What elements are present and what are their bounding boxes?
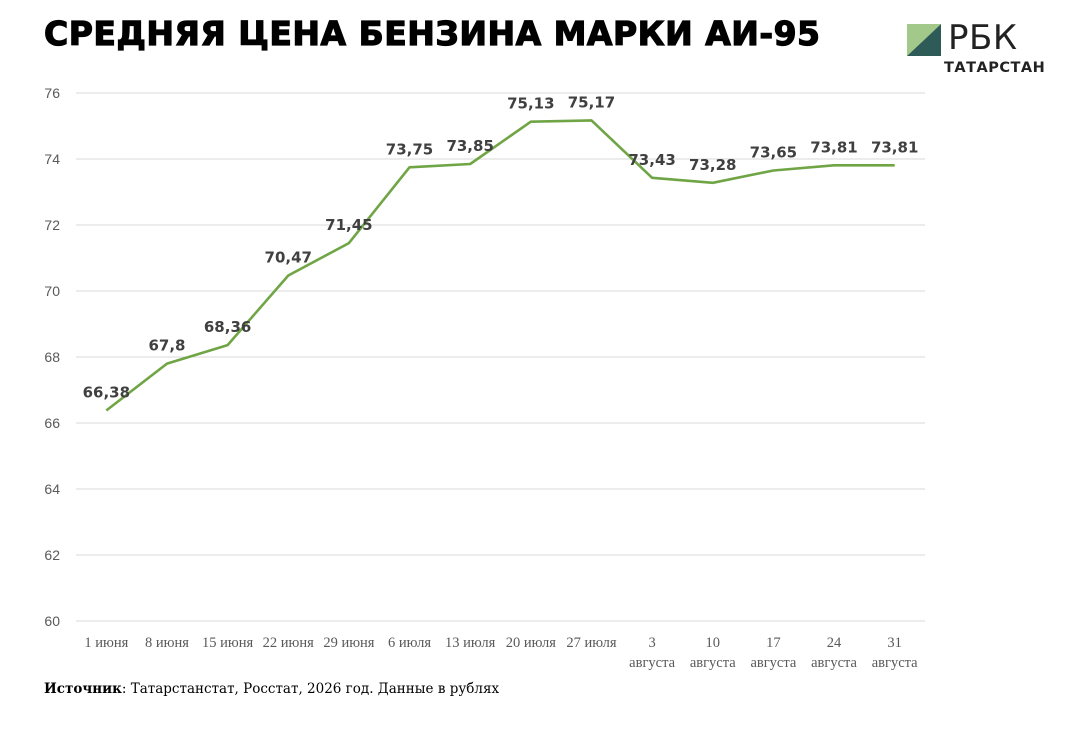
x-tick-label: 10 августа [690,635,736,671]
x-tick-label: 17 августа [750,635,796,671]
y-tick-label: 60 [44,613,60,629]
logo-brand: РБК [948,18,1018,58]
logo-region: ТАТАРСТАН [944,60,1046,76]
data-label: 68,36 [204,318,251,336]
x-tick-label: 22 июня [263,635,314,651]
data-labels: 66,38 67,8 68,36 70,47 71,45 73,75 73,85 75,13 7… [83,93,919,401]
data-label: 73,81 [810,138,857,156]
source-note: Источник: Татарстанстат, Росстат, 2026 г… [44,681,499,697]
x-tick-label: 3 августа [629,635,675,671]
x-axis-ticks: 1 июня 8 июня 15 июня 22 июня 29 июня 6 июля 1… [84,635,918,671]
y-tick-label: 70 [44,283,60,299]
x-tick-label: 29 июня [323,635,374,651]
y-tick-label: 74 [44,151,60,167]
x-tick-label: 13 июля [445,635,496,651]
rbk-logo-icon [907,24,941,56]
x-tick-label: 1 июня [84,635,128,651]
source-text: : Татарстанстат, Росстат, 2026 год. Данн… [121,681,500,697]
y-tick-label: 68 [44,349,60,365]
data-label: 73,28 [689,156,736,174]
data-label: 73,85 [446,137,493,155]
x-tick-label: 31 августа [872,635,918,671]
y-tick-label: 64 [44,481,60,497]
data-label: 75,13 [507,95,554,113]
x-tick-label: 27 июля [566,635,617,651]
data-label: 71,45 [325,216,372,234]
data-label: 73,43 [628,151,675,169]
x-tick-label: 24 августа [811,635,857,671]
x-tick-label: 20 июля [506,635,557,651]
y-tick-label: 66 [44,415,60,431]
chart-title: СРЕДНЯЯ ЦЕНА БЕНЗИНА МАРКИ АИ-95 [43,13,821,53]
y-axis-ticks: 60 62 64 66 68 70 72 74 76 [44,85,60,629]
data-label: 73,75 [386,140,433,158]
data-label: 70,47 [265,248,312,266]
data-label: 75,17 [568,93,615,111]
y-tick-label: 76 [44,85,60,101]
rbk-logo: РБК ТАТАРСТАН [907,18,1047,82]
x-tick-label: 8 июня [145,635,189,651]
price-line [105,119,895,412]
y-tick-label: 72 [44,217,60,233]
gridlines [76,92,925,622]
data-label: 66,38 [83,383,130,401]
data-label: 67,8 [148,337,185,355]
source-label: Источник [44,681,122,697]
data-label: 73,65 [750,144,797,162]
data-label: 73,81 [871,138,918,156]
y-tick-label: 62 [44,547,60,563]
x-tick-label: 15 июня [202,635,253,651]
x-tick-label: 6 июля [388,635,431,651]
